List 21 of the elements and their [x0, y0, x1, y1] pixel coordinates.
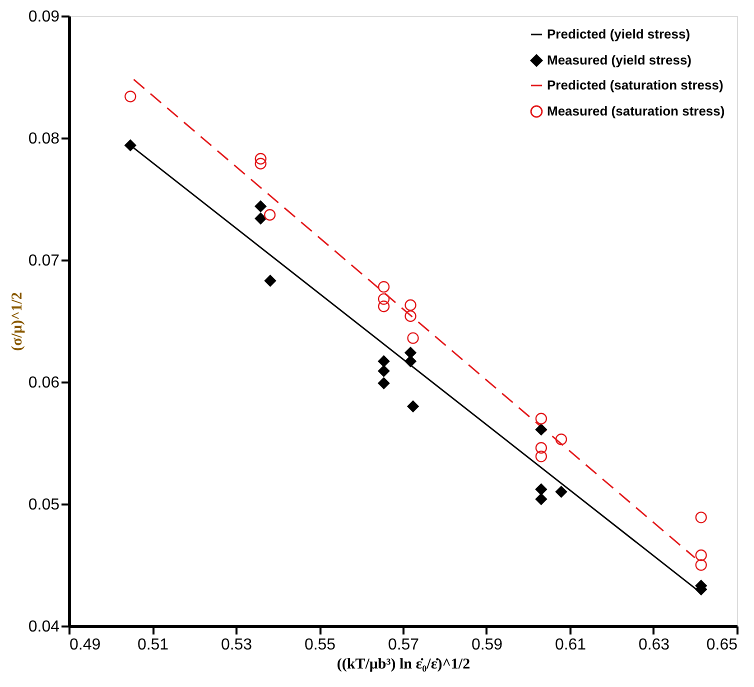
legend-label: Predicted (saturation stress)	[547, 78, 724, 92]
x-axis-title: ((kT/μb³) ln ε̇₀/ε̇)^1/2	[336, 656, 470, 672]
legend-label: Predicted (yield stress)	[547, 26, 690, 42]
x-tick-label: 0.57	[388, 636, 420, 654]
x-tick-label: 0.53	[220, 636, 252, 654]
legend-label: Measured (yield stress)	[547, 52, 692, 68]
y-axis-title: (σ/μ)^1/2	[9, 292, 26, 351]
x-tick-label: 0.65	[706, 636, 738, 654]
y-tick-label: 0.05	[28, 496, 60, 514]
x-tick-label: 0.59	[471, 636, 503, 654]
x-tick-label: 0.51	[137, 636, 169, 654]
x-tick-label: 0.55	[304, 636, 336, 654]
legend-label: Measured (saturation stress)	[547, 104, 725, 118]
y-tick-label: 0.07	[28, 252, 60, 270]
y-tick-label: 0.06	[28, 374, 60, 392]
y-tick-label: 0.04	[28, 618, 60, 636]
x-tick-label: 0.61	[554, 636, 586, 654]
x-tick-label: 0.63	[638, 636, 670, 654]
y-tick-label: 0.09	[28, 8, 60, 26]
y-tick-label: 0.08	[28, 130, 60, 148]
x-tick-label: 0.49	[70, 636, 101, 654]
